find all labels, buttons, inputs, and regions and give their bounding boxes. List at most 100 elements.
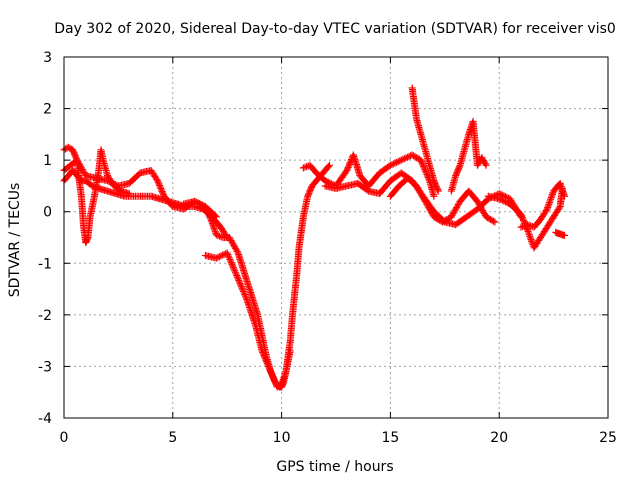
data-point — [431, 178, 439, 186]
y-tick-label: 1 — [43, 153, 52, 169]
data-point — [518, 213, 526, 221]
x-tick-label: 5 — [168, 430, 177, 446]
data-point — [231, 268, 239, 276]
data-point — [455, 164, 463, 172]
data-point — [153, 175, 161, 183]
data-point — [497, 196, 505, 204]
data-point — [266, 365, 274, 373]
data-point — [265, 364, 273, 372]
data-point — [203, 206, 211, 214]
data-point — [271, 377, 279, 385]
data-point — [212, 213, 220, 221]
data-point — [268, 370, 276, 378]
data-point — [225, 254, 233, 262]
data-point — [452, 172, 460, 180]
data-point — [396, 157, 404, 165]
data-point — [419, 161, 427, 169]
data-point — [201, 203, 209, 211]
data-point — [217, 252, 225, 260]
data-point — [156, 183, 164, 191]
data-points — [60, 84, 568, 391]
data-point — [72, 155, 80, 163]
data-point — [301, 163, 309, 171]
data-point — [421, 166, 429, 174]
data-point — [266, 367, 274, 375]
data-point — [233, 247, 241, 255]
data-point — [232, 270, 240, 278]
data-point — [192, 198, 200, 206]
y-tick-label: -2 — [38, 308, 52, 324]
data-point — [225, 252, 233, 260]
data-point — [342, 168, 350, 176]
data-point — [286, 347, 294, 355]
data-point — [237, 281, 245, 289]
y-tick-label: 0 — [43, 205, 52, 221]
y-tick-label: -4 — [38, 411, 52, 427]
data-point — [418, 159, 426, 167]
data-point — [228, 260, 236, 268]
data-point — [207, 215, 215, 223]
data-point — [560, 231, 568, 239]
data-point — [307, 185, 315, 193]
data-point — [344, 165, 352, 173]
series-track-d — [180, 161, 333, 391]
x-tick-label: 10 — [273, 430, 291, 446]
data-point — [214, 232, 222, 240]
data-point — [305, 189, 313, 197]
data-point — [212, 254, 220, 262]
data-point — [503, 199, 511, 207]
x-tick-label: 0 — [60, 430, 69, 446]
data-point — [235, 278, 243, 286]
data-point — [263, 359, 271, 367]
data-point — [555, 204, 563, 212]
data-point — [417, 156, 425, 164]
data-point — [481, 160, 489, 168]
data-point — [217, 233, 225, 241]
data-point — [498, 196, 506, 204]
series-track-l — [517, 179, 568, 231]
data-point — [454, 166, 462, 174]
data-point — [403, 153, 411, 161]
y-tick-label: -1 — [38, 256, 52, 272]
data-point — [125, 190, 133, 198]
data-point — [405, 152, 413, 160]
data-point — [501, 198, 509, 206]
data-point — [517, 223, 525, 231]
data-point — [260, 352, 268, 360]
data-point — [235, 276, 243, 284]
y-axis-label: SDTVAR / TECUs — [7, 183, 23, 298]
x-tick-label: 20 — [490, 430, 508, 446]
data-point — [525, 221, 533, 229]
data-point — [519, 223, 527, 231]
data-point — [432, 181, 440, 189]
data-point — [204, 209, 212, 217]
data-point — [265, 362, 273, 370]
data-point — [390, 160, 398, 168]
data-point — [306, 188, 314, 196]
y-tick-label: 2 — [43, 102, 52, 118]
data-point — [241, 292, 249, 300]
series-track-m — [552, 228, 568, 239]
series-track-j — [447, 117, 490, 195]
data-point — [242, 294, 250, 302]
data-point — [154, 178, 162, 186]
data-point — [422, 167, 430, 175]
data-point — [70, 149, 78, 157]
data-point — [431, 180, 439, 188]
data-point — [69, 147, 77, 155]
data-point — [420, 162, 428, 170]
data-point — [233, 273, 241, 281]
data-point — [455, 163, 463, 171]
series-track-e — [201, 249, 294, 391]
data-point — [231, 267, 239, 275]
data-point — [230, 265, 238, 273]
data-point — [239, 286, 247, 294]
data-point — [157, 185, 165, 193]
data-point — [229, 263, 237, 271]
data-point — [418, 158, 426, 166]
data-point — [271, 379, 279, 387]
data-point — [482, 161, 490, 169]
data-point — [270, 374, 278, 382]
data-point — [324, 163, 332, 171]
data-point — [198, 201, 206, 209]
